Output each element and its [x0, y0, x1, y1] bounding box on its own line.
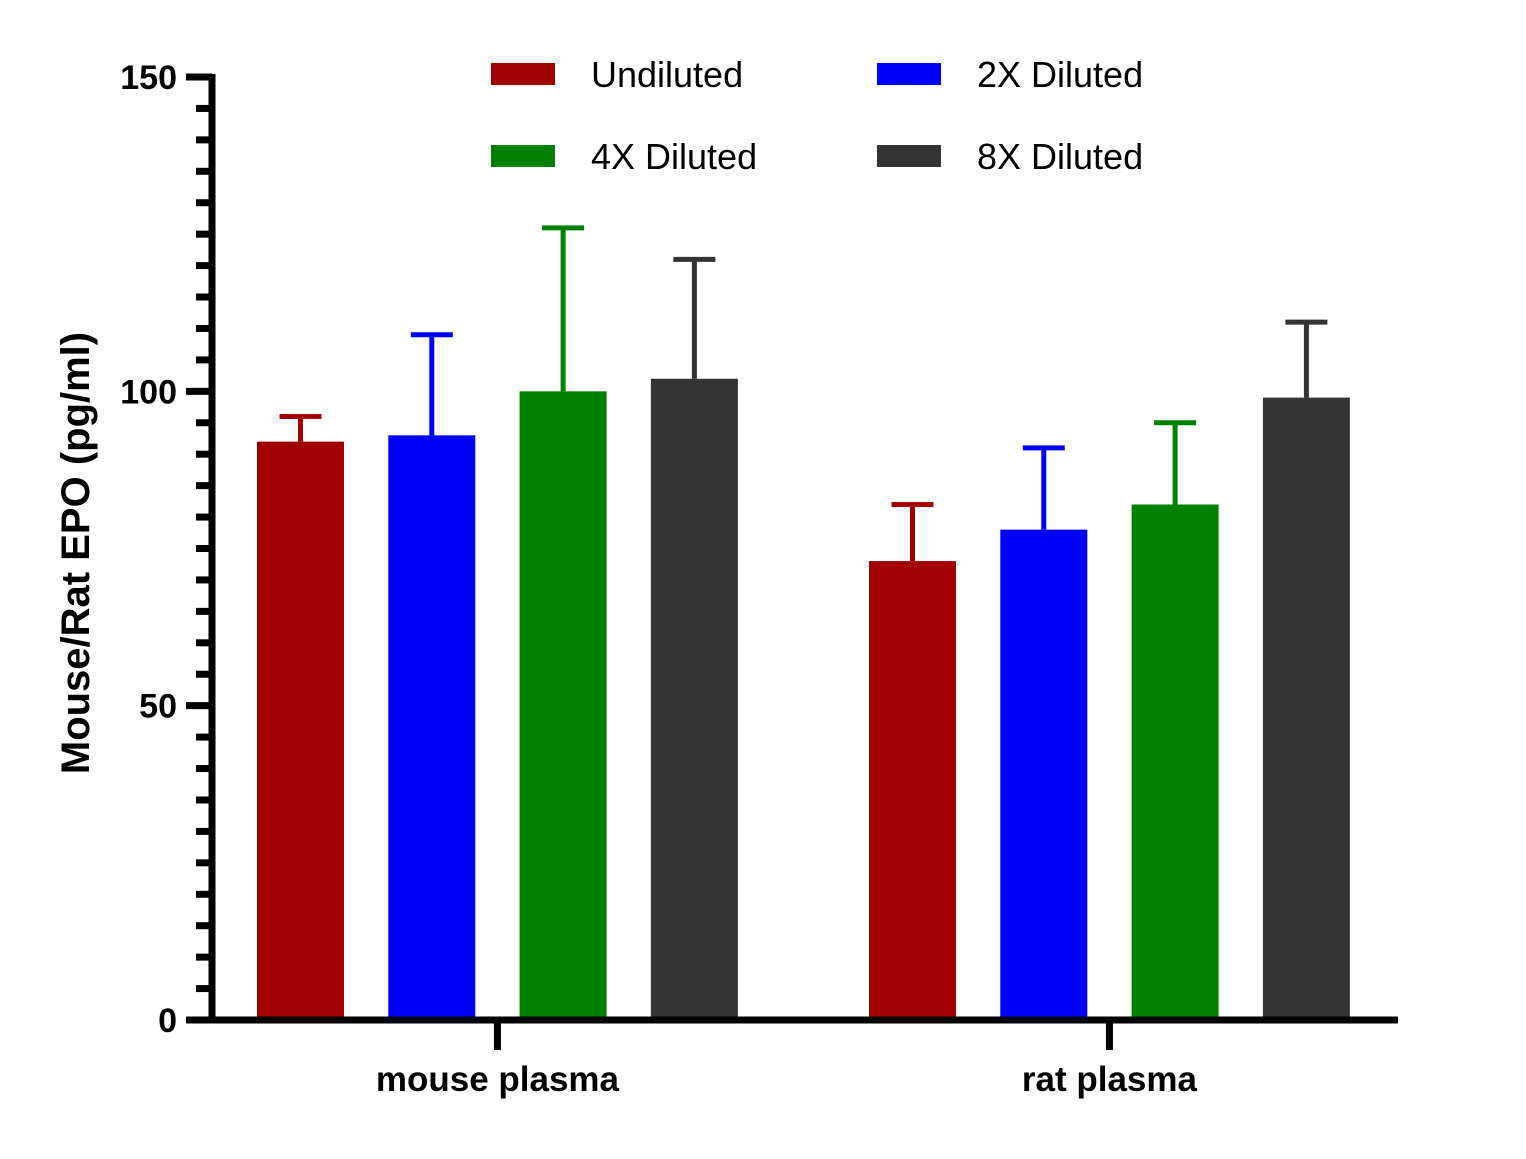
legend-label: 2X Diluted [977, 54, 1143, 95]
bars-layer [257, 378, 1350, 1021]
legend-item: 4X Diluted [491, 136, 757, 177]
bar [388, 435, 476, 1021]
y-tick-label: 150 [120, 59, 177, 97]
bar [1262, 397, 1350, 1020]
legend-swatch [877, 145, 941, 167]
legend: Undiluted 2X Diluted 4X Diluted 8X Diluted [491, 54, 1143, 177]
error-bars-layer [279, 225, 1328, 562]
error-bar [673, 256, 716, 379]
legend-swatch [491, 145, 555, 167]
y-axis-title: Mouse/Rat EPO (pg/ml) [54, 332, 98, 774]
legend-swatch [491, 63, 555, 85]
bar [519, 391, 607, 1020]
error-bar [891, 501, 934, 562]
bar [1131, 504, 1219, 1020]
x-categories: mouse plasma rat plasma [376, 1020, 1198, 1099]
legend-label: 8X Diluted [977, 136, 1143, 177]
y-tick-label: 50 [139, 688, 177, 726]
bar [257, 441, 344, 1020]
legend-item: 2X Diluted [877, 54, 1143, 95]
legend-swatch [877, 63, 941, 85]
x-category-label: mouse plasma [376, 1060, 620, 1099]
error-bar [410, 332, 453, 436]
legend-item: Undiluted [491, 54, 743, 95]
y-tick-label: 100 [120, 373, 177, 411]
error-bar [1154, 420, 1197, 505]
x-category-label: rat plasma [1022, 1060, 1198, 1099]
error-bar [1022, 445, 1065, 530]
bar [869, 561, 956, 1020]
legend-label: Undiluted [591, 54, 743, 95]
error-bar [1285, 319, 1328, 398]
bar [650, 378, 738, 1020]
y-ticks: 0 50 100 150 [120, 59, 212, 1040]
error-bar [279, 413, 322, 442]
y-tick-label: 0 [158, 1002, 177, 1040]
legend-label: 4X Diluted [591, 136, 757, 177]
error-bar [542, 225, 585, 392]
legend-item: 8X Diluted [877, 136, 1143, 177]
bar [1000, 529, 1088, 1020]
